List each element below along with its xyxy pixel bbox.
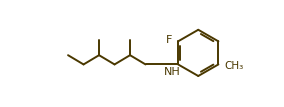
Text: CH₃: CH₃ xyxy=(225,61,244,71)
Text: F: F xyxy=(166,35,172,45)
Text: NH: NH xyxy=(164,67,180,77)
